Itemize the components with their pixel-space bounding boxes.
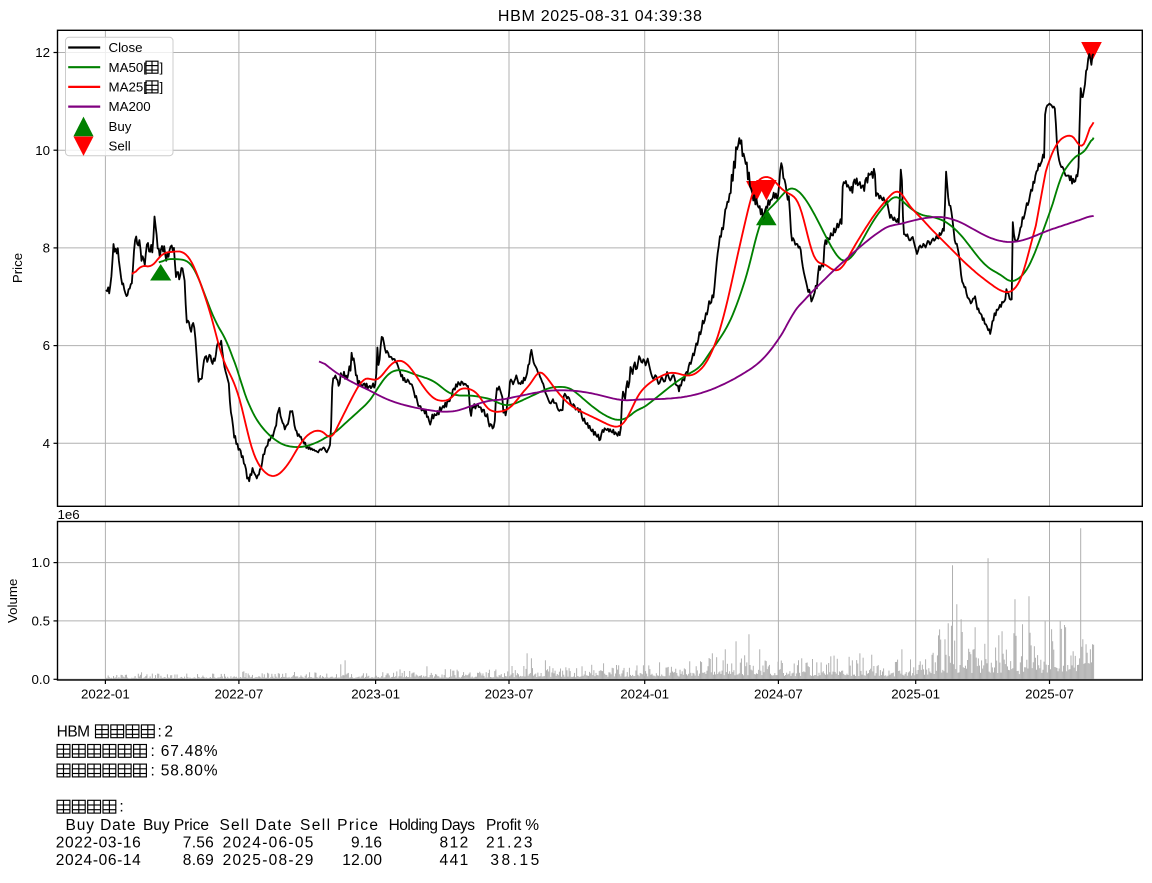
svg-text:Sell Price: Sell Price bbox=[300, 817, 378, 834]
svg-text:2022-01: 2022-01 bbox=[81, 687, 130, 702]
svg-text:Holding Days: Holding Days bbox=[389, 817, 476, 834]
svg-text:441: 441 bbox=[440, 852, 469, 869]
svg-text:6: 6 bbox=[43, 338, 50, 353]
svg-text:21.23: 21.23 bbox=[486, 834, 533, 851]
svg-text:Buy Date: Buy Date bbox=[66, 817, 136, 834]
svg-text:MA200: MA200 bbox=[109, 99, 151, 114]
svg-text:9.16: 9.16 bbox=[351, 834, 382, 851]
svg-text:2023-07: 2023-07 bbox=[485, 687, 534, 702]
svg-text:MA25[: MA25[ bbox=[109, 80, 148, 95]
svg-text:Volume: Volume bbox=[5, 579, 20, 623]
svg-text:: 67.48%: : 67.48% bbox=[151, 743, 218, 760]
svg-text:38.15: 38.15 bbox=[490, 852, 539, 869]
svg-text:812: 812 bbox=[440, 834, 469, 851]
svg-text:1e6: 1e6 bbox=[58, 507, 80, 522]
svg-text:: 58.80%: : 58.80% bbox=[151, 763, 218, 780]
svg-text:2023-01: 2023-01 bbox=[351, 687, 400, 702]
svg-text:2025-01: 2025-01 bbox=[891, 687, 940, 702]
svg-text:2022-07: 2022-07 bbox=[214, 687, 263, 702]
svg-text:: 2: : 2 bbox=[158, 724, 174, 741]
svg-text:2024-06-14: 2024-06-14 bbox=[56, 852, 141, 869]
svg-text:2024-07: 2024-07 bbox=[754, 687, 803, 702]
svg-text:1.0: 1.0 bbox=[32, 555, 51, 570]
svg-text:HBM 2025-08-31 04:39:38: HBM 2025-08-31 04:39:38 bbox=[498, 8, 702, 25]
svg-text:8.69: 8.69 bbox=[183, 852, 214, 869]
svg-text:]: ] bbox=[160, 80, 164, 95]
svg-text:]: ] bbox=[160, 60, 164, 75]
svg-text:2025-08-29: 2025-08-29 bbox=[223, 852, 314, 869]
svg-text:4: 4 bbox=[43, 436, 50, 451]
svg-text:2024-06-05: 2024-06-05 bbox=[223, 834, 314, 851]
svg-text:Buy Price: Buy Price bbox=[143, 817, 209, 834]
svg-text:2025-07: 2025-07 bbox=[1025, 687, 1074, 702]
svg-text::: : bbox=[119, 799, 123, 816]
svg-text:0.0: 0.0 bbox=[32, 672, 51, 687]
svg-text:8: 8 bbox=[43, 241, 50, 256]
svg-text:0.5: 0.5 bbox=[32, 614, 51, 629]
svg-text:Close: Close bbox=[109, 40, 143, 55]
svg-text:12: 12 bbox=[35, 45, 50, 60]
svg-text:HBM: HBM bbox=[57, 724, 91, 741]
svg-text:Sell Date: Sell Date bbox=[220, 817, 292, 834]
svg-text:7.56: 7.56 bbox=[183, 834, 214, 851]
svg-text:Price: Price bbox=[10, 253, 25, 283]
svg-text:10: 10 bbox=[35, 143, 50, 158]
svg-text:MA50[: MA50[ bbox=[109, 60, 148, 75]
svg-text:2022-03-16: 2022-03-16 bbox=[56, 834, 141, 851]
svg-text:2024-01: 2024-01 bbox=[620, 687, 669, 702]
svg-text:Profit %: Profit % bbox=[486, 817, 539, 834]
svg-text:Buy: Buy bbox=[109, 119, 132, 134]
svg-text:Sell: Sell bbox=[109, 139, 131, 154]
svg-text:12.00: 12.00 bbox=[342, 852, 382, 869]
